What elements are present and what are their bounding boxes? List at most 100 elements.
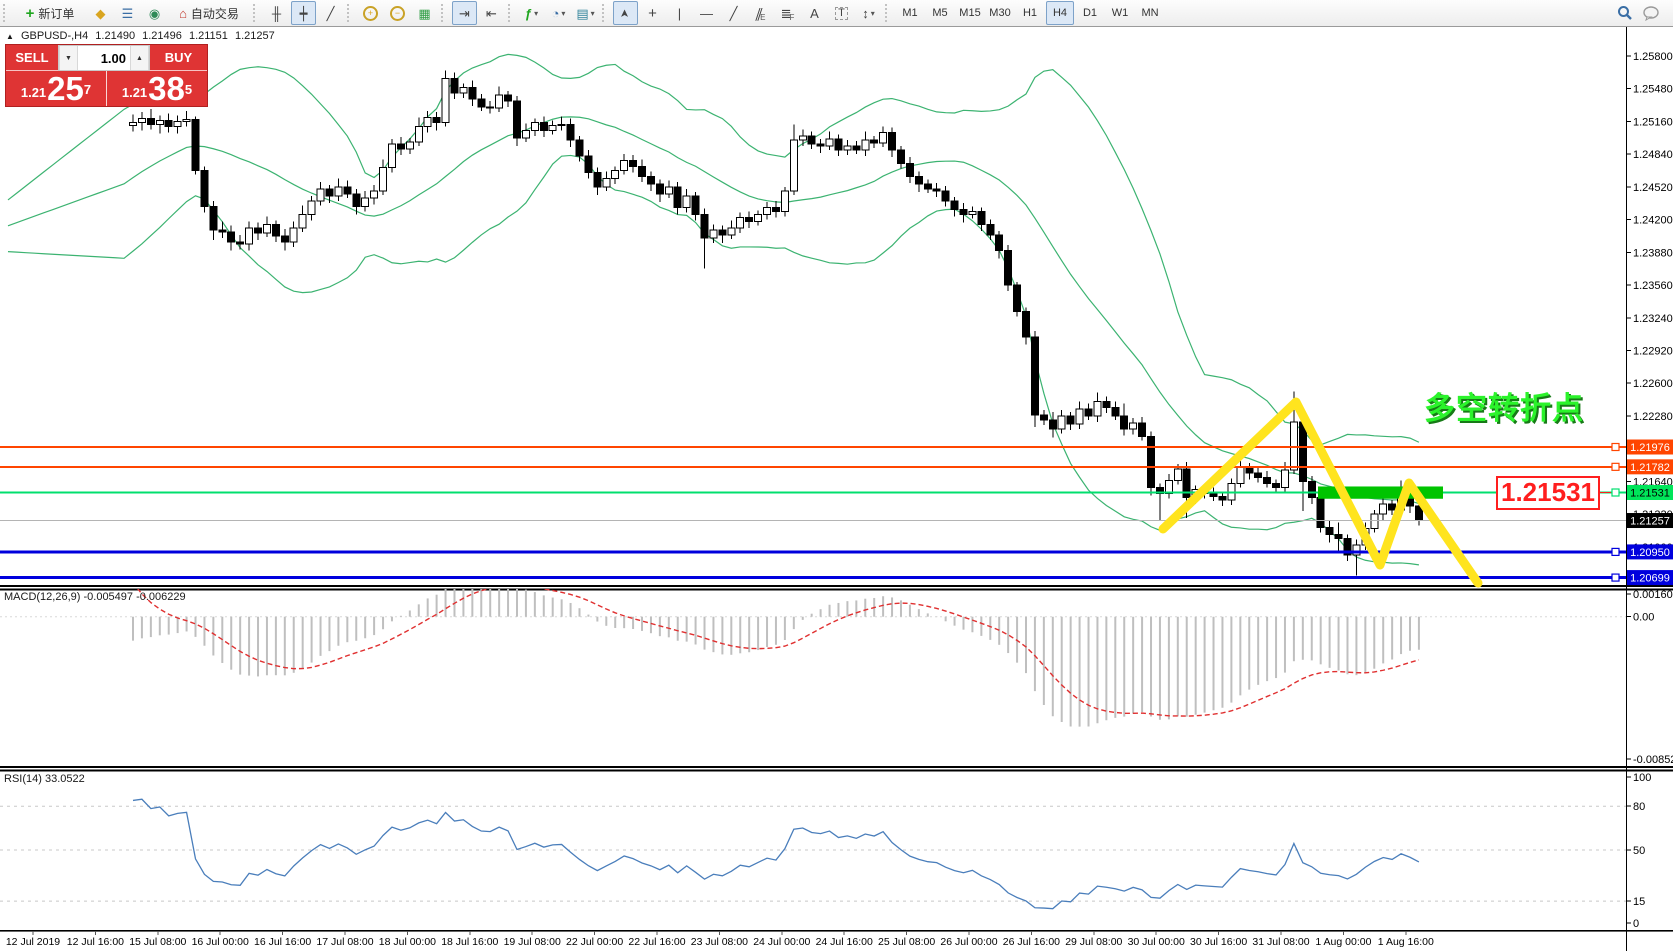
vertical-line-tool[interactable]: | xyxy=(667,1,692,25)
line-chart-button[interactable]: ╱ xyxy=(318,1,343,25)
dropdown-icon: ▾ xyxy=(534,8,539,18)
level-marker-pivot-green[interactable] xyxy=(1611,488,1620,497)
auto-trading-button[interactable]: ⌂ 自动交易 xyxy=(169,1,249,25)
symbol-label: GBPUSD-,H4 xyxy=(20,30,89,42)
trendline-icon: ╱ xyxy=(729,5,738,21)
text-tool[interactable]: A xyxy=(802,1,827,25)
sell-button[interactable]: SELL xyxy=(6,45,58,71)
timeframe-M5[interactable]: M5 xyxy=(932,7,948,19)
macd-histogram xyxy=(132,589,1420,727)
timeframe-H4[interactable]: H4 xyxy=(1046,1,1074,25)
toolbar-handle[interactable] xyxy=(253,4,258,22)
svg-text:1.21531: 1.21531 xyxy=(1630,488,1670,500)
time-tick-label: 24 Jul 16:00 xyxy=(816,936,873,948)
price-callout-box[interactable]: 1.21531 xyxy=(1496,476,1600,510)
rsi-axis-label: 50 xyxy=(1633,845,1645,857)
zoom-in-button[interactable]: + xyxy=(358,1,383,25)
time-tick-label: 29 Jul 08:00 xyxy=(1065,936,1122,948)
timeframe-D1[interactable]: D1 xyxy=(1082,7,1098,19)
axis-label-resistance-1 xyxy=(1627,439,1673,455)
cursor-tool[interactable]: ➤ xyxy=(613,1,638,25)
search-button[interactable] xyxy=(1612,1,1637,25)
panel-separator[interactable] xyxy=(0,766,1673,768)
tile-windows-button[interactable]: ▦ xyxy=(412,1,437,25)
news-icon: ◉ xyxy=(148,5,161,21)
indicators-button[interactable]: ƒ ▾ xyxy=(519,1,544,25)
chat-button[interactable] xyxy=(1639,1,1664,25)
buy-price-big: 38 xyxy=(148,70,185,107)
volume-increment-button[interactable]: ▲ xyxy=(130,46,149,70)
axis-label-current-price xyxy=(1627,513,1673,529)
timeframe-H1[interactable]: H1 xyxy=(1022,7,1038,19)
fibonacci-tool[interactable]: ≣ F xyxy=(775,1,800,25)
volume-input[interactable] xyxy=(78,46,130,70)
chart-shift-button[interactable]: ⇤ xyxy=(479,1,504,25)
level-marker-resistance-2[interactable] xyxy=(1611,462,1620,471)
timeframe-W1[interactable]: W1 xyxy=(1111,7,1129,19)
horizontal-line-tool[interactable]: — xyxy=(694,1,719,25)
yellow-zigzag-annotation[interactable] xyxy=(1158,397,1483,588)
timeframe-MN[interactable]: MN xyxy=(1141,7,1159,19)
timeframe-M15[interactable]: M15 xyxy=(959,7,981,19)
auto-scroll-button[interactable]: ⇥ xyxy=(452,1,477,25)
rsi-indicator-label: RSI(14) 33.0522 xyxy=(4,773,85,785)
data-window-button[interactable]: ☰ xyxy=(115,1,140,25)
timeframe-M30[interactable]: M30 xyxy=(989,7,1011,19)
level-marker-support-2[interactable] xyxy=(1611,573,1620,582)
panel-separator[interactable] xyxy=(0,769,1673,772)
auto-trading-label: 自动交易 xyxy=(190,6,239,21)
toolbar-handle[interactable] xyxy=(885,4,890,22)
macd-axis-label: 0.00 xyxy=(1633,612,1654,624)
toolbar-handle[interactable] xyxy=(508,4,513,22)
market-watch-button[interactable]: ◆ xyxy=(88,1,113,25)
zoom-out-button[interactable]: − xyxy=(385,1,410,25)
panel-separator[interactable] xyxy=(0,585,1673,587)
dropdown-icon: ▾ xyxy=(590,8,595,18)
price-tick-label: 1.23880 xyxy=(1633,247,1673,259)
turning-point-annotation[interactable]: 多空转折点 xyxy=(1424,391,1584,426)
channel-tool[interactable]: ∥ E xyxy=(748,1,773,25)
collapse-icon[interactable]: ▲ xyxy=(6,32,14,41)
buy-price-sup: 5 xyxy=(184,82,193,97)
axis-label-support-1 xyxy=(1627,544,1673,560)
level-marker-support-1[interactable] xyxy=(1611,547,1620,557)
toolbar-handle[interactable] xyxy=(602,4,607,22)
buy-button[interactable]: BUY xyxy=(150,45,207,71)
svg-text:1.21782: 1.21782 xyxy=(1630,462,1670,474)
sell-price-sup: 7 xyxy=(83,82,92,97)
text-label-tool[interactable]: T xyxy=(829,1,854,25)
rsi-name: RSI(14) xyxy=(4,773,42,785)
buy-price[interactable]: 1.21 38 5 xyxy=(107,71,207,106)
toolbar-handle[interactable] xyxy=(3,4,8,22)
price-tick-label: 1.23560 xyxy=(1633,280,1673,292)
price-tick-label: 1.25480 xyxy=(1633,84,1673,96)
time-tick-label: 12 Jul 2019 xyxy=(6,936,60,948)
timeframe-M1[interactable]: M1 xyxy=(902,7,918,19)
new-order-icon: + xyxy=(25,4,35,22)
vertical-line-icon: | xyxy=(677,5,682,21)
bar-chart-button[interactable]: ╫ xyxy=(264,1,289,25)
arrows-tool[interactable]: ↕ ▾ xyxy=(856,1,881,25)
panel-separator[interactable] xyxy=(0,588,1673,591)
sell-price[interactable]: 1.21 25 7 xyxy=(6,71,107,106)
svg-text:1.21257: 1.21257 xyxy=(1630,516,1670,528)
open-value: 1.21490 xyxy=(95,30,136,42)
one-click-trading-panel: SELL ▼ ▲ BUY 1.21 25 7 1.21 38 5 xyxy=(5,44,208,107)
news-button[interactable]: ◉ xyxy=(142,1,167,25)
svg-text:1.20699: 1.20699 xyxy=(1630,573,1670,585)
periods-button[interactable]: ◔ ▾ xyxy=(546,1,571,25)
rsi-axis-label: 15 xyxy=(1633,896,1645,908)
new-order-button[interactable]: + 新订单 xyxy=(14,1,86,25)
crosshair-tool[interactable]: + xyxy=(640,1,665,25)
trendline-tool[interactable]: ╱ xyxy=(721,1,746,25)
candlestick-chart-button[interactable]: ┿ xyxy=(291,1,316,25)
level-marker-resistance-1[interactable] xyxy=(1611,442,1620,452)
zoom-out-icon: − xyxy=(390,5,405,21)
rsi-value: 33.0522 xyxy=(44,773,85,785)
volume-decrement-button[interactable]: ▼ xyxy=(59,46,78,70)
time-axis-border xyxy=(0,930,1673,932)
templates-button[interactable]: ▤ ▾ xyxy=(573,1,598,25)
toolbar-handle[interactable] xyxy=(347,4,352,22)
toolbar-handle[interactable] xyxy=(441,4,446,22)
